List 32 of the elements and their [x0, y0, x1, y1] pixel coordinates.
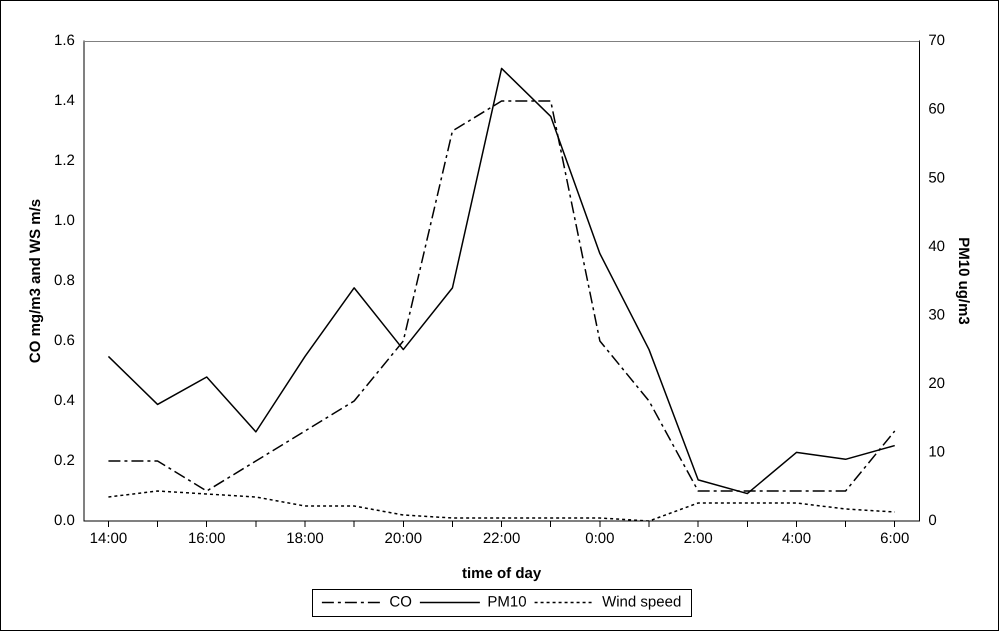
y-tick-label: 1.0	[54, 212, 75, 230]
y2-tick-label: 0	[928, 512, 937, 530]
legend-label: PM10	[487, 594, 527, 611]
legend-label: Wind speed	[602, 594, 682, 611]
y2-tick-label: 10	[928, 444, 946, 461]
x-tick-label: 2:00	[684, 530, 713, 548]
y-tick-label: 1.2	[54, 152, 75, 170]
y2-tick-label: 70	[928, 32, 946, 50]
x-axis-title: time of day	[462, 565, 542, 582]
y-tick-label: 0.2	[54, 452, 75, 470]
y-axis-title: CO mg/m3 and WS m/s	[27, 198, 44, 364]
x-tick-label: 4:00	[782, 530, 812, 548]
y-tick-label: 0.8	[54, 272, 75, 290]
x-tick-label: 22:00	[482, 530, 520, 548]
y2-tick-label: 20	[928, 375, 946, 392]
y2-tick-label: 40	[928, 238, 946, 255]
y-tick-label: 0.6	[54, 332, 75, 350]
y2-tick-label: 50	[928, 169, 946, 186]
y-tick-label: 0.0	[54, 512, 75, 530]
y2-tick-label: 30	[928, 306, 946, 324]
x-tick-label: 0:00	[585, 530, 614, 548]
legend-label: CO	[389, 594, 412, 611]
y2-axis-title: PM10 ug/m3	[954, 237, 972, 325]
x-tick-label: 20:00	[384, 530, 422, 548]
y-tick-label: 0.4	[54, 392, 75, 410]
y2-tick-label: 60	[928, 100, 946, 118]
x-tick-label: 18:00	[286, 530, 324, 548]
x-tick-label: 16:00	[188, 530, 226, 548]
y-tick-label: 1.6	[54, 32, 75, 50]
x-tick-label: 6:00	[880, 530, 910, 548]
x-tick-label: 14:00	[90, 530, 128, 548]
y-tick-label: 1.4	[54, 92, 75, 110]
